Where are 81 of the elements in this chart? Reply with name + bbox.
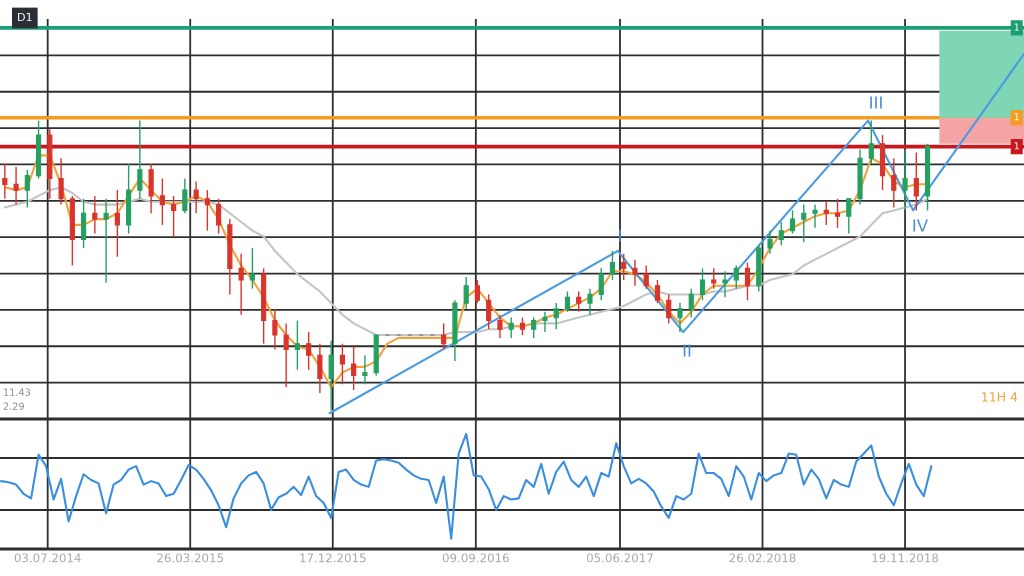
candlestick xyxy=(868,119,874,165)
candlestick xyxy=(699,267,706,301)
candlestick xyxy=(486,293,492,330)
ref-line-label: 1 xyxy=(1014,113,1019,121)
annotation: 11H 4 xyxy=(982,392,1018,402)
candlestick xyxy=(778,221,784,246)
candlestick xyxy=(643,264,649,290)
candlestick xyxy=(463,276,469,310)
candlestick xyxy=(677,302,683,333)
candlestick xyxy=(328,340,334,412)
candlestick xyxy=(306,331,312,371)
x-tick-label: 19.11.2018 xyxy=(872,553,939,563)
ref-line-label: 1 xyxy=(1014,142,1019,150)
candlestick xyxy=(508,316,514,339)
candlestick xyxy=(789,209,796,235)
candlestick xyxy=(103,198,109,284)
candlestick xyxy=(733,264,739,290)
candlestick xyxy=(137,119,143,200)
x-tick-label: 03.07.2014 xyxy=(14,553,81,563)
annotation: 11.43 xyxy=(4,388,31,396)
candlestick xyxy=(92,195,98,235)
candlestick xyxy=(159,177,165,226)
x-tick-label: 05.06.2017 xyxy=(586,553,653,563)
candlestick xyxy=(2,163,8,200)
annotation: I xyxy=(619,229,621,242)
x-tick-label: 09.09.2016 xyxy=(442,553,509,563)
candlestick xyxy=(846,198,852,235)
candlestick xyxy=(564,290,571,313)
candlestick xyxy=(272,308,278,351)
annotation: II xyxy=(683,344,691,357)
candlestick xyxy=(913,151,919,212)
x-tick-label: 26.02.2018 xyxy=(729,553,796,563)
text: D1 xyxy=(18,12,32,22)
candlestick xyxy=(744,261,751,301)
candlestick xyxy=(204,189,210,232)
x-tick-label: 26.03.2015 xyxy=(157,553,223,563)
candlestick xyxy=(823,201,829,226)
candlestick xyxy=(193,180,199,214)
candlestick xyxy=(497,314,503,339)
candlestick xyxy=(531,316,537,339)
candlestick xyxy=(474,279,481,304)
candlestick xyxy=(339,342,345,385)
candlestick xyxy=(767,229,773,255)
candlestick xyxy=(351,345,357,391)
candlestick xyxy=(587,287,593,316)
candlestick xyxy=(441,322,447,351)
candlestick xyxy=(283,322,289,388)
candlestick xyxy=(553,302,559,330)
candlestick xyxy=(58,157,64,206)
ref-line-label: 1 xyxy=(1014,23,1019,31)
text: III xyxy=(870,96,882,109)
candlestick xyxy=(576,290,582,313)
candlestick xyxy=(362,354,368,385)
candlestick xyxy=(812,203,818,229)
candlestick xyxy=(711,267,717,290)
candlestick xyxy=(666,293,672,325)
candlestick xyxy=(171,195,177,238)
candlestick xyxy=(542,311,548,333)
candlestick xyxy=(114,189,120,258)
candlestick xyxy=(249,247,255,290)
candlestick xyxy=(834,198,841,229)
candlestick xyxy=(688,287,694,319)
candlestick xyxy=(24,169,30,209)
candlestick xyxy=(891,157,897,209)
candlestick xyxy=(317,342,323,394)
candlestick xyxy=(722,270,728,299)
candlestick xyxy=(609,250,616,281)
candlestick xyxy=(294,319,300,371)
candlestick xyxy=(621,253,627,281)
annotation: IV xyxy=(913,219,929,232)
candlestick xyxy=(632,258,638,287)
candlestick xyxy=(182,177,188,214)
candlestick xyxy=(13,166,19,206)
candlestick xyxy=(216,198,222,235)
annotation: 2.29 xyxy=(3,402,24,410)
candlestick xyxy=(598,267,604,301)
candlestick xyxy=(238,253,244,316)
x-tick-label: 17.12.2015 xyxy=(300,553,366,563)
candlestick xyxy=(801,203,807,243)
candlestick xyxy=(902,148,908,212)
candlestick xyxy=(654,279,661,304)
